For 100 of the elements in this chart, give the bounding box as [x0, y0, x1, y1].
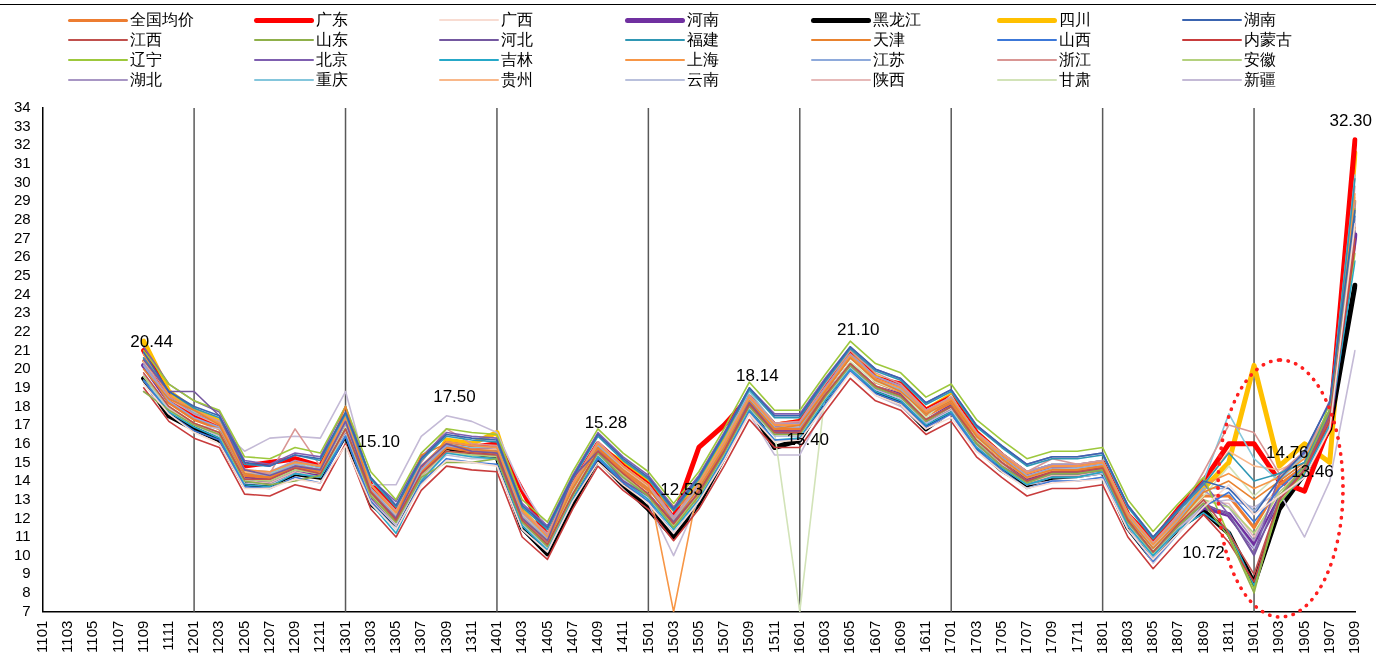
legend-label: 北京: [315, 50, 348, 70]
annotation: 20.44: [130, 332, 173, 352]
legend-label: 安徽: [1244, 50, 1277, 70]
legend-label: 天津: [872, 30, 905, 50]
legend-label: 山东: [315, 30, 348, 50]
legend-label: 云南: [687, 70, 720, 90]
x-tick-label: 1203: [209, 620, 227, 655]
x-tick-label: 1407: [562, 620, 580, 655]
annotation: 10.72: [1182, 543, 1225, 563]
x-tick-label: 1611: [916, 620, 934, 653]
x-tick-label: 1103: [58, 620, 76, 653]
annotation: 21.10: [836, 319, 880, 339]
y-tick-label: 30: [14, 172, 31, 190]
x-tick-label: 1303: [360, 620, 378, 655]
x-tick-label: 1505: [688, 620, 706, 655]
x-tick-label: 1105: [83, 620, 101, 653]
y-tick-label: 15: [14, 452, 31, 470]
x-tick-label: 1205: [234, 620, 252, 655]
y-tick-label: 21: [14, 340, 31, 358]
legend-label: 广东: [315, 10, 348, 30]
x-tick-label: 1411: [613, 620, 631, 653]
x-tick-label: 1807: [1168, 620, 1186, 655]
y-tick-label: 10: [14, 545, 31, 563]
y-tick-label: 31: [14, 154, 31, 172]
x-tick-label: 1211: [310, 620, 328, 653]
y-tick-label: 17: [14, 415, 31, 433]
legend-label: 福建: [687, 30, 720, 50]
x-tick-label: 1111: [159, 620, 177, 651]
legend-label: 新疆: [1244, 70, 1277, 90]
x-tick-label: 1605: [840, 620, 858, 655]
x-tick-label: 1207: [259, 620, 277, 655]
annotation: 15.10: [357, 431, 401, 451]
legend-label: 全国均价: [130, 10, 194, 30]
x-tick-label: 1109: [133, 620, 151, 653]
legend-label: 山西: [1058, 30, 1091, 50]
x-tick-label: 1709: [1042, 620, 1060, 655]
x-tick-label: 1511: [764, 620, 782, 653]
legend-label: 陕西: [872, 70, 905, 90]
x-tick-label: 1309: [436, 620, 454, 655]
x-tick-label: 1705: [991, 620, 1009, 655]
legend-label: 江西: [130, 30, 162, 50]
legend-label: 吉林: [501, 50, 534, 70]
legend-label: 黑龙江: [872, 10, 921, 30]
legend-label: 上海: [687, 50, 720, 70]
legend-label: 湖南: [1244, 10, 1277, 30]
x-tick-label: 1909: [1345, 620, 1363, 655]
y-tick-label: 24: [14, 284, 31, 302]
y-tick-label: 25: [14, 266, 31, 284]
x-tick-label: 1801: [1092, 620, 1110, 655]
x-tick-label: 1107: [108, 620, 126, 653]
legend-label: 河北: [501, 30, 534, 50]
y-tick-label: 14: [14, 471, 31, 489]
legend-label: 广西: [501, 10, 534, 30]
y-tick-label: 16: [14, 433, 31, 451]
x-tick-label: 1703: [966, 620, 984, 655]
x-tick-label: 1405: [537, 620, 555, 655]
x-tick-label: 1609: [890, 620, 908, 655]
y-tick-label: 27: [14, 228, 31, 246]
x-tick-label: 1811: [1218, 620, 1236, 653]
y-tick-label: 8: [22, 583, 31, 601]
legend-label: 辽宁: [130, 50, 162, 70]
x-tick-label: 1101: [32, 620, 50, 653]
legend-label: 内蒙古: [1244, 30, 1293, 50]
annotation: 32.30: [1329, 110, 1372, 130]
x-tick-label: 1805: [1143, 620, 1161, 655]
legend-label: 四川: [1058, 10, 1091, 30]
x-tick-label: 1403: [512, 620, 530, 655]
x-tick-label: 1507: [714, 620, 732, 655]
y-tick-label: 20: [14, 359, 31, 377]
y-tick-label: 33: [14, 116, 31, 134]
y-tick-label: 11: [15, 527, 31, 545]
x-tick-label: 1509: [739, 620, 757, 655]
annotation: 18.14: [736, 366, 779, 386]
legend-label: 浙江: [1058, 50, 1091, 70]
annotation: 15.28: [584, 413, 628, 433]
y-tick-label: 7: [22, 601, 31, 619]
legend-label: 甘肃: [1058, 70, 1091, 90]
legend-label: 湖北: [130, 70, 162, 90]
x-tick-label: 1803: [1118, 620, 1136, 655]
x-tick-label: 1707: [1017, 620, 1035, 655]
x-tick-label: 1901: [1244, 620, 1262, 655]
x-tick-label: 1501: [638, 620, 656, 655]
y-tick-label: 9: [22, 564, 31, 582]
legend-label: 重庆: [315, 70, 348, 90]
legend-label: 江苏: [872, 50, 905, 70]
y-tick-label: 18: [14, 396, 31, 414]
x-tick-label: 1401: [487, 620, 505, 655]
y-tick-label: 29: [14, 191, 31, 209]
y-tick-label: 22: [14, 321, 31, 339]
x-tick-label: 1907: [1319, 620, 1337, 655]
annotation: 17.50: [433, 386, 476, 406]
x-tick-label: 1311: [461, 620, 479, 653]
y-tick-label: 13: [14, 489, 31, 507]
x-tick-label: 1305: [386, 620, 404, 655]
y-tick-label: 23: [14, 303, 31, 321]
legend-label: 河南: [687, 10, 720, 30]
y-tick-label: 26: [14, 247, 31, 265]
x-tick-label: 1905: [1294, 620, 1312, 655]
y-tick-label: 32: [14, 135, 31, 153]
y-tick-label: 19: [14, 377, 31, 395]
